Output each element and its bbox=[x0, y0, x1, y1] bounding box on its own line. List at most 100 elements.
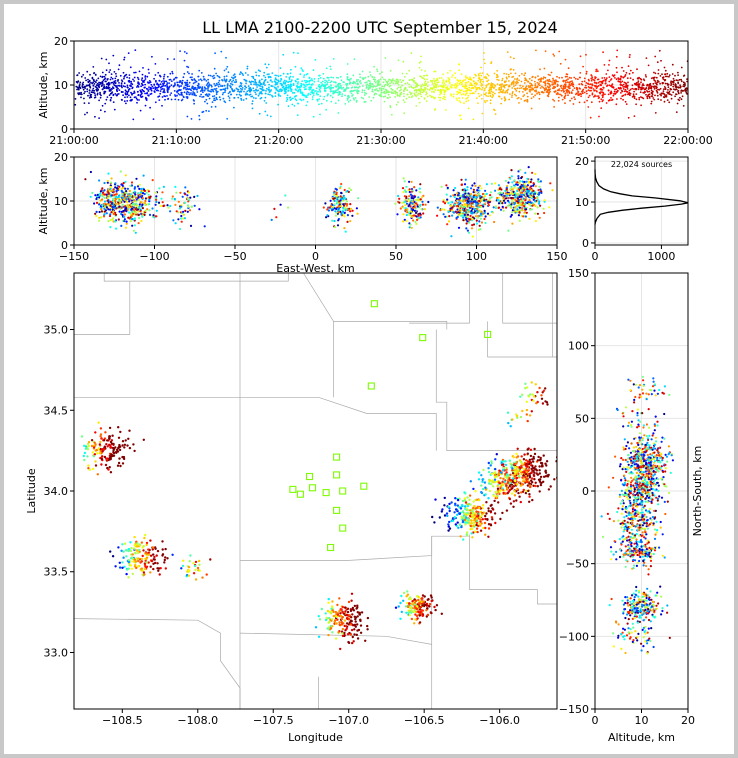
th-source-point bbox=[467, 80, 470, 83]
th-source-point bbox=[619, 80, 621, 83]
th-source-point bbox=[259, 87, 262, 90]
ew-source-point bbox=[186, 210, 189, 213]
th-source-point bbox=[109, 78, 112, 81]
th-source-point bbox=[231, 76, 233, 79]
ew-source-point bbox=[409, 223, 412, 226]
ew-source-point bbox=[347, 208, 350, 211]
th-source-point bbox=[662, 90, 665, 92]
th-source-point bbox=[306, 83, 308, 86]
th-source-point bbox=[211, 95, 214, 98]
ew-source-point bbox=[120, 210, 123, 213]
ew-source-point bbox=[534, 212, 537, 215]
th-source-point bbox=[408, 96, 410, 98]
th-xtick-label: 21:10:00 bbox=[152, 134, 201, 147]
ew-source-point bbox=[535, 192, 538, 195]
th-source-point bbox=[84, 85, 87, 88]
th-source-point bbox=[659, 93, 661, 96]
th-source-point bbox=[562, 80, 565, 83]
th-source-point bbox=[667, 89, 669, 91]
th-source-point bbox=[377, 83, 380, 85]
ew-source-point bbox=[511, 209, 514, 212]
th-source-point bbox=[295, 80, 297, 83]
th-source-point bbox=[123, 56, 126, 59]
th-source-point bbox=[515, 90, 518, 92]
th-source-point bbox=[578, 101, 581, 104]
ew-source-point bbox=[337, 211, 340, 214]
ew-source-point bbox=[123, 218, 126, 221]
ew-source-point bbox=[475, 204, 478, 207]
th-source-point bbox=[433, 109, 436, 111]
th-source-point bbox=[226, 117, 229, 120]
th-source-point bbox=[180, 91, 183, 94]
th-source-point bbox=[682, 85, 685, 88]
th-source-point bbox=[637, 80, 640, 83]
th-source-point bbox=[164, 95, 167, 98]
th-source-point bbox=[291, 79, 293, 81]
th-source-point bbox=[88, 92, 91, 94]
th-source-point bbox=[593, 89, 595, 92]
th-source-point bbox=[217, 84, 219, 86]
th-source-point bbox=[467, 78, 470, 81]
th-source-point bbox=[511, 76, 513, 78]
th-source-point bbox=[626, 77, 629, 80]
th-source-point bbox=[103, 92, 105, 95]
th-source-point bbox=[214, 105, 217, 108]
ew-source-point bbox=[124, 174, 127, 177]
th-source-point bbox=[518, 74, 521, 77]
th-source-point bbox=[480, 74, 483, 77]
th-source-point bbox=[619, 86, 622, 89]
ew-source-point bbox=[460, 212, 463, 215]
th-source-point bbox=[127, 52, 130, 54]
th-source-point bbox=[207, 85, 210, 88]
th-source-point bbox=[285, 86, 287, 88]
th-source-point bbox=[538, 93, 541, 96]
th-source-point bbox=[208, 97, 211, 100]
ew-source-point bbox=[520, 176, 523, 180]
th-source-point bbox=[478, 95, 481, 98]
th-source-point bbox=[122, 94, 124, 97]
th-source-point bbox=[130, 91, 132, 94]
th-source-point bbox=[585, 82, 588, 84]
ew-source-point bbox=[136, 204, 139, 207]
th-source-point bbox=[614, 88, 616, 91]
th-source-point bbox=[143, 86, 146, 89]
th-source-point bbox=[115, 75, 118, 78]
th-source-point bbox=[336, 91, 339, 94]
th-source-point bbox=[204, 78, 206, 81]
th-source-point bbox=[125, 90, 128, 93]
ew-source-point bbox=[549, 182, 552, 185]
ew-source-point bbox=[182, 217, 185, 220]
th-source-point bbox=[136, 84, 139, 87]
th-source-point bbox=[357, 79, 360, 81]
th-source-point bbox=[151, 55, 153, 58]
ew-source-point bbox=[498, 187, 501, 190]
th-source-point bbox=[117, 84, 119, 87]
ew-source-point bbox=[463, 209, 466, 212]
th-source-point bbox=[170, 84, 173, 87]
th-source-point bbox=[603, 77, 606, 79]
th-source-point bbox=[597, 95, 600, 97]
ew-source-point bbox=[178, 227, 182, 231]
th-source-point bbox=[593, 95, 595, 98]
th-source-point bbox=[493, 72, 496, 75]
th-source-point bbox=[362, 85, 364, 87]
th-source-point bbox=[567, 78, 569, 80]
ew-source-point bbox=[517, 214, 521, 217]
ew-source-point bbox=[505, 194, 508, 197]
th-source-point bbox=[670, 82, 672, 84]
th-source-point bbox=[680, 92, 682, 94]
th-source-point bbox=[418, 101, 421, 104]
th-source-point bbox=[328, 87, 331, 90]
th-source-point bbox=[354, 97, 357, 99]
ew-source-point bbox=[462, 200, 465, 203]
th-source-point bbox=[226, 83, 229, 85]
th-source-point bbox=[483, 76, 486, 79]
th-source-point bbox=[186, 71, 189, 73]
ew-source-point bbox=[521, 209, 524, 212]
th-source-point bbox=[302, 70, 304, 72]
th-source-point bbox=[553, 55, 556, 57]
th-source-point bbox=[568, 83, 571, 86]
th-source-point bbox=[560, 84, 563, 87]
th-source-point bbox=[274, 77, 277, 80]
th-source-point bbox=[554, 86, 557, 88]
